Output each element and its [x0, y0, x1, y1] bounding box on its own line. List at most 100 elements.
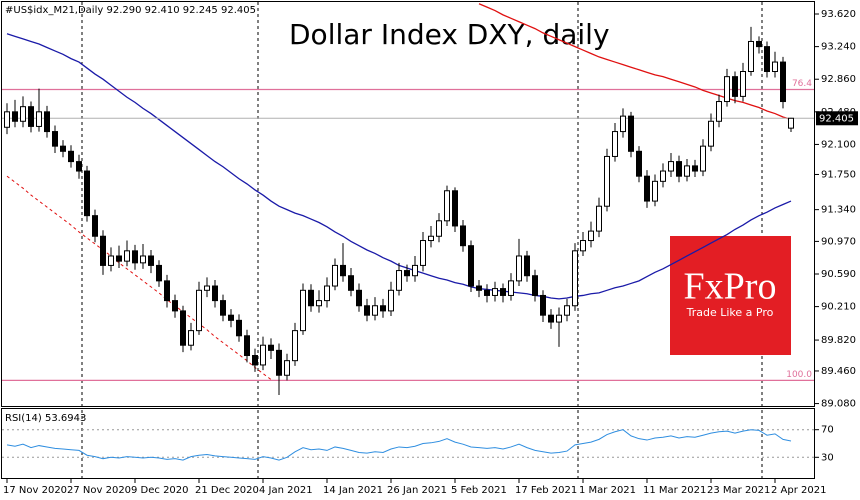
candle-body	[516, 255, 522, 282]
candle-body	[756, 40, 762, 48]
candle-body	[524, 255, 530, 277]
candle-body	[68, 150, 74, 163]
candle-body	[500, 288, 506, 296]
y-tick-label: 90.210	[821, 302, 856, 313]
x-tick-label: 26 Jan 2021	[387, 485, 447, 496]
candle-body	[452, 190, 458, 227]
x-tick-label: 17 Nov 2020	[3, 485, 67, 496]
candle-body	[412, 264, 418, 277]
candle-body	[4, 111, 10, 128]
candle-body	[276, 349, 282, 376]
candle-body	[44, 111, 50, 133]
candle-body	[124, 250, 130, 262]
candle-body	[156, 264, 162, 282]
candle-body	[52, 131, 58, 147]
moving-average	[478, 3, 792, 121]
candle-body	[316, 300, 322, 307]
candle-body	[596, 205, 602, 232]
candle-body	[644, 175, 650, 202]
candle-body	[204, 285, 210, 291]
y-tick-label: 92.860	[821, 74, 856, 85]
x-tick-label: 27 Nov 2020	[67, 485, 131, 496]
x-tick-label: 4 Jan 2021	[259, 485, 313, 496]
candle-body	[404, 270, 410, 277]
candle-body	[444, 190, 450, 222]
candle-body	[300, 289, 306, 332]
candle-body	[356, 289, 362, 307]
x-tick-label: 23 Mar 2021	[707, 485, 770, 496]
candle-body	[260, 344, 266, 366]
candle-body	[572, 250, 578, 307]
candle-body	[180, 310, 186, 346]
candle-body	[220, 300, 226, 316]
candle-body	[684, 165, 690, 177]
last-price-box	[816, 111, 858, 126]
candle-body	[764, 46, 770, 73]
candle-body	[100, 235, 106, 266]
candle-body	[92, 215, 98, 237]
candle-body	[620, 115, 626, 133]
candle-body	[508, 280, 514, 296]
y-tick-label: 91.340	[821, 205, 856, 216]
candle-body	[340, 264, 346, 277]
candle-body	[388, 289, 394, 312]
candle-body	[580, 240, 586, 252]
candle-body	[76, 161, 82, 172]
x-tick-label: 9 Dec 2020	[131, 485, 189, 496]
y-tick-label: 90.970	[821, 236, 856, 247]
candle-body	[244, 335, 250, 357]
candle-body	[372, 305, 378, 316]
candle-body	[188, 330, 194, 346]
logo-box	[670, 236, 791, 355]
candle-body	[428, 235, 434, 242]
y-tick-label: 93.240	[821, 42, 856, 53]
x-tick-label: 1 Mar 2021	[579, 485, 636, 496]
candle-body	[284, 360, 290, 376]
candle-body	[268, 344, 274, 351]
candle-body	[420, 240, 426, 266]
chart-title: Dollar Index DXY, daily	[289, 18, 610, 51]
candle-body	[36, 111, 42, 127]
candle-body	[108, 255, 114, 266]
candle-body	[484, 289, 490, 296]
y-tick-label: 93.620	[821, 9, 856, 20]
x-tick-label: 21 Dec 2020	[195, 485, 259, 496]
candle-body	[540, 294, 546, 316]
x-tick-label: 17 Feb 2021	[515, 485, 577, 496]
x-tick-label: 2 Apr 2021	[771, 485, 826, 496]
candle-body	[652, 180, 658, 202]
candle-body	[532, 275, 538, 296]
main-panel-frame	[1, 1, 815, 407]
candle-body	[556, 314, 562, 323]
y-tick-label: 90.590	[821, 269, 856, 280]
candle-body	[292, 330, 298, 362]
candle-body	[780, 61, 786, 103]
y-tick-label: 89.080	[821, 399, 856, 410]
candle-body	[380, 305, 386, 312]
candle-body	[740, 71, 746, 97]
candle-body	[252, 355, 258, 366]
candle-body	[716, 101, 722, 122]
candle-body	[172, 300, 178, 312]
candle-body	[308, 289, 314, 307]
candle-body	[604, 155, 610, 207]
level-label: 76.4	[792, 79, 812, 89]
candle-body	[676, 161, 682, 177]
candle-body	[84, 170, 90, 217]
candle-body	[636, 150, 642, 177]
candle-body	[324, 285, 330, 302]
candle-body	[148, 255, 154, 266]
candle-body	[732, 76, 738, 97]
y-tick-label: 89.820	[821, 335, 856, 346]
candle-body	[724, 76, 730, 103]
logo-brand: FxPro	[684, 266, 777, 308]
candle-body	[60, 145, 66, 152]
candle-body	[468, 245, 474, 287]
candle-body	[332, 264, 338, 287]
y-tick-label: 70	[821, 425, 834, 436]
candle-body	[476, 285, 482, 291]
candle-body	[228, 314, 234, 321]
candle-body	[788, 117, 794, 129]
